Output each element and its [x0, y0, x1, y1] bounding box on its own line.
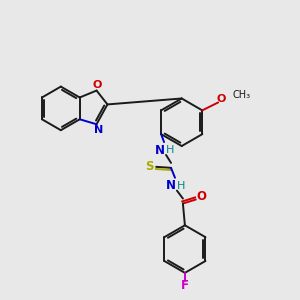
Text: O: O	[197, 190, 207, 203]
Text: F: F	[181, 279, 189, 292]
Text: S: S	[145, 160, 154, 173]
Text: O: O	[216, 94, 226, 104]
Text: H: H	[166, 145, 174, 155]
Text: O: O	[93, 80, 102, 90]
Text: N: N	[166, 179, 176, 192]
Text: N: N	[94, 125, 103, 135]
Text: CH₃: CH₃	[232, 89, 250, 100]
Text: N: N	[155, 143, 165, 157]
Text: H: H	[177, 181, 185, 191]
